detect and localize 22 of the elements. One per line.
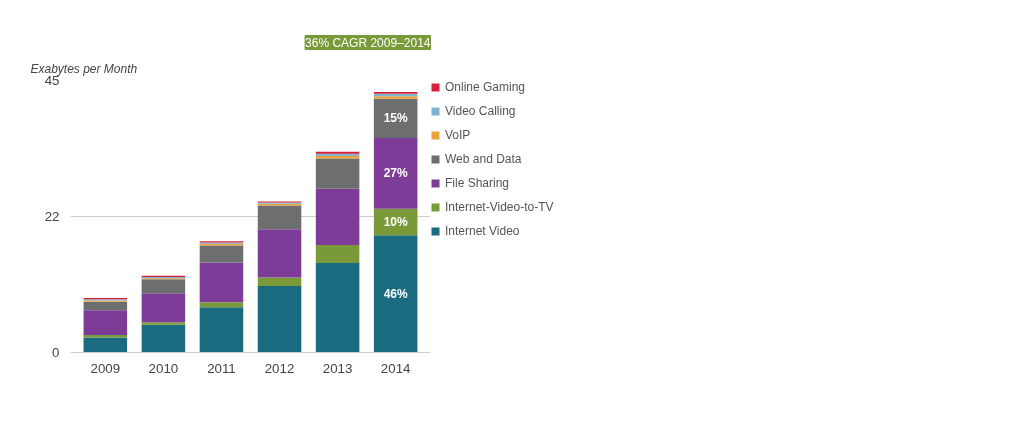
y-tick-label: 0 [52, 345, 60, 360]
legend-label: File Sharing [445, 176, 510, 190]
legend-label: Online Gaming [445, 80, 526, 94]
y-axis-title: Exabytes per Month [30, 61, 138, 76]
x-tick-label: 2010 [148, 360, 179, 376]
legend-label: Video Calling [445, 104, 516, 118]
annotation: 15% [383, 111, 408, 126]
annotation: 27% [383, 166, 408, 181]
text: 36% CAGR 2009–2014 [305, 35, 431, 50]
x-tick-label: 2014 [380, 360, 412, 376]
y-tick-label: 22 [44, 209, 60, 224]
annotation: 46% [383, 286, 408, 301]
x-tick-label: 2011 [207, 360, 236, 376]
x-tick-label: 2013 [322, 360, 353, 376]
y-tick-label: 45 [44, 73, 60, 88]
legend-label: Internet Video [445, 224, 520, 238]
x-tick-label: 2009 [90, 360, 121, 376]
annotation: 10% [383, 214, 408, 229]
legend-label: Internet-Video-to-TV [445, 200, 554, 214]
legend-label: Web and Data [445, 152, 522, 166]
legend-label: VoIP [445, 128, 471, 142]
x-tick-label: 2012 [264, 360, 295, 376]
